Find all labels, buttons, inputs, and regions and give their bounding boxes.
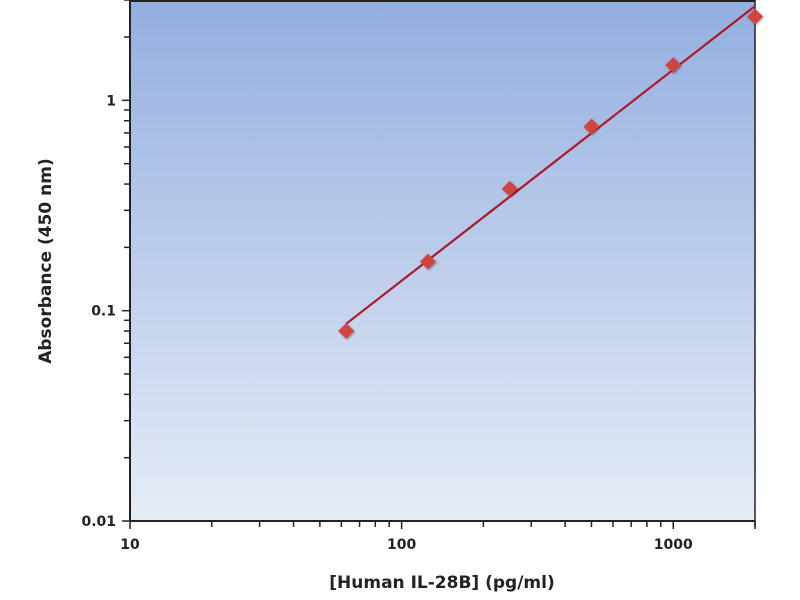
data-point	[665, 57, 682, 74]
data-point	[338, 323, 355, 340]
y-tick-label: 1	[106, 93, 116, 109]
data-point	[501, 180, 518, 197]
y-axis-title: Absorbance (450 nm)	[36, 158, 56, 364]
fit-line	[345, 5, 756, 325]
x-tick-label: 100	[387, 537, 416, 553]
data-point	[419, 253, 436, 270]
x-tick-label: 10	[120, 537, 140, 553]
y-tick-label: 0.01	[81, 514, 116, 530]
data-point	[747, 8, 763, 25]
y-tick-label: 0.1	[91, 304, 116, 320]
data-point	[583, 118, 600, 135]
x-axis-title: [Human IL-28B] (pg/ml)	[329, 573, 554, 593]
x-tick-label: 1000	[654, 537, 693, 553]
